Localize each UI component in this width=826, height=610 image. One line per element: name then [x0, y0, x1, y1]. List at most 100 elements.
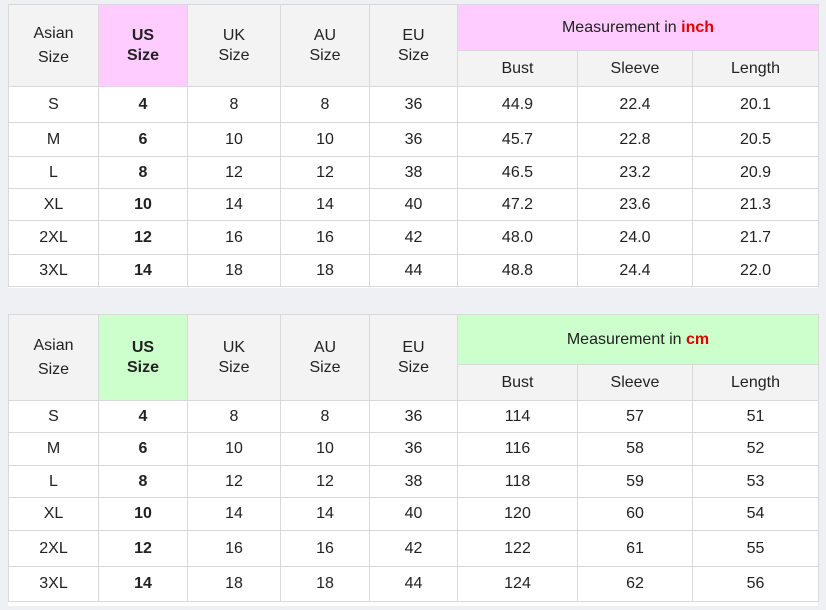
- table-row: L 8 12 12 38 46.5 23.2 20.9: [8, 156, 820, 189]
- uk-size-cell: 14: [187, 497, 281, 531]
- length-header: Length: [691, 50, 820, 87]
- asian-size-cell: 2XL: [8, 530, 99, 567]
- bust-cell: 124: [457, 566, 578, 602]
- us-size-cell: 14: [98, 566, 188, 602]
- eu-size-cell: 44: [369, 566, 458, 602]
- au-size-cell: 14: [280, 188, 370, 221]
- table-row: M 6 10 10 36 116 58 52: [8, 432, 819, 466]
- uk-size-cell: 12: [187, 156, 281, 189]
- length-cell: 55: [692, 530, 819, 567]
- bust-cell: 114: [457, 400, 578, 433]
- table-row: 3XL 14 18 18 44 124 62 56: [8, 566, 819, 602]
- eu-size-cell: 42: [369, 530, 458, 567]
- asian-size-cell: L: [8, 465, 99, 498]
- uk-size-cell: 12: [187, 465, 281, 498]
- au-size-cell: 12: [280, 156, 370, 189]
- sleeve-cell: 22.4: [577, 86, 693, 123]
- length-cell: 53: [692, 465, 819, 498]
- us-size-header: US Size: [98, 314, 188, 401]
- eu-size-cell: 40: [369, 497, 458, 531]
- uk-size-cell: 18: [187, 566, 281, 602]
- au-size-cell: 8: [280, 400, 370, 433]
- eu-size-cell: 42: [369, 220, 458, 255]
- bust-cell: 44.9: [457, 86, 578, 123]
- eu-size-cell: 36: [369, 86, 458, 123]
- au-size-header: AU Size: [280, 314, 370, 401]
- bust-header: Bust: [457, 50, 578, 87]
- header-row-1: Asian Size US Size UK Size AU Size EU Size Me…: [8, 314, 819, 401]
- asian-size-cell: XL: [8, 188, 99, 221]
- uk-size-cell: 10: [187, 432, 281, 466]
- sleeve-cell: 23.2: [577, 156, 693, 189]
- asian-size-cell: S: [8, 86, 99, 123]
- table-row: 2XL 12 16 16 42 122 61 55: [8, 530, 819, 567]
- length-cell: 52: [692, 432, 819, 466]
- uk-size-cell: 16: [187, 220, 281, 255]
- size-table-inch: Asian Size US Size UK Size AU Size EU Size Me…: [8, 4, 820, 287]
- sleeve-cell: 58: [577, 432, 693, 466]
- bust-cell: 47.2: [457, 188, 578, 221]
- table-row: XL 10 14 14 40 120 60 54: [8, 497, 819, 531]
- asian-size-cell: 2XL: [8, 220, 99, 255]
- us-size-cell: 14: [98, 254, 188, 287]
- eu-size-cell: 36: [369, 400, 458, 433]
- eu-size-header: EU Size: [369, 314, 458, 401]
- measurement-label: Measurement in: [561, 18, 682, 36]
- au-size-cell: 8: [280, 86, 370, 123]
- sleeve-header: Sleeve: [577, 364, 693, 401]
- eu-size-cell: 36: [369, 432, 458, 466]
- uk-size-header: UK Size: [187, 4, 281, 87]
- unit-label: inch: [681, 18, 715, 36]
- length-cell: 56: [692, 566, 819, 602]
- table-row: S 4 8 8 36 44.9 22.4 20.1: [8, 86, 820, 123]
- us-size-cell: 6: [98, 122, 188, 157]
- asian-size-cell: XL: [8, 497, 99, 531]
- us-size-header: US Size: [98, 4, 188, 87]
- us-size-cell: 8: [98, 465, 188, 498]
- length-cell: 21.7: [691, 220, 820, 255]
- sleeve-header: Sleeve: [577, 50, 693, 87]
- au-size-cell: 16: [280, 220, 370, 255]
- us-size-cell: 6: [98, 432, 188, 466]
- length-cell: 54: [692, 497, 819, 531]
- length-cell: 20.9: [691, 156, 820, 189]
- au-size-cell: 18: [280, 566, 370, 602]
- us-size-cell: 12: [98, 220, 188, 255]
- table-row: XL 10 14 14 40 47.2 23.6 21.3: [8, 188, 820, 221]
- uk-size-cell: 14: [187, 188, 281, 221]
- length-cell: 20.1: [691, 86, 820, 123]
- us-size-cell: 4: [98, 86, 188, 123]
- length-cell: 51: [692, 400, 819, 433]
- asian-size-cell: S: [8, 400, 99, 433]
- us-size-cell: 10: [98, 497, 188, 531]
- eu-size-cell: 38: [369, 156, 458, 189]
- table-row: M 6 10 10 36 45.7 22.8 20.5: [8, 122, 820, 157]
- eu-size-cell: 40: [369, 188, 458, 221]
- asian-size-cell: L: [8, 156, 99, 189]
- bust-cell: 120: [457, 497, 578, 531]
- au-size-cell: 10: [280, 432, 370, 466]
- length-cell: 21.3: [691, 188, 820, 221]
- size-rows-cm: S 4 8 8 36 114 57 51 M 6 10 10 36 116 58 52 L 8 12 12 38 118 5…: [8, 400, 819, 602]
- size-table-cm: Asian Size US Size UK Size AU Size EU Size Me…: [8, 314, 819, 602]
- length-cell: 20.5: [691, 122, 820, 157]
- sleeve-cell: 24.4: [577, 254, 693, 287]
- au-size-cell: 10: [280, 122, 370, 157]
- bust-cell: 46.5: [457, 156, 578, 189]
- eu-size-cell: 36: [369, 122, 458, 157]
- eu-size-header: EU Size: [369, 4, 458, 87]
- us-size-cell: 8: [98, 156, 188, 189]
- measurement-header: Measurement in cm: [457, 314, 819, 365]
- sleeve-cell: 23.6: [577, 188, 693, 221]
- header-row-1: Asian Size US Size UK Size AU Size EU Size Me…: [8, 4, 820, 87]
- uk-size-cell: 18: [187, 254, 281, 287]
- header-row-2: Bust Sleeve Length: [9, 364, 819, 401]
- eu-size-cell: 44: [369, 254, 458, 287]
- border-bottom: [0, 606, 826, 610]
- au-size-header: AU Size: [280, 4, 370, 87]
- table-separator: [0, 288, 826, 314]
- bust-cell: 122: [457, 530, 578, 567]
- border-top: [0, 0, 826, 4]
- bust-header: Bust: [457, 364, 578, 401]
- table-row: L 8 12 12 38 118 59 53: [8, 465, 819, 498]
